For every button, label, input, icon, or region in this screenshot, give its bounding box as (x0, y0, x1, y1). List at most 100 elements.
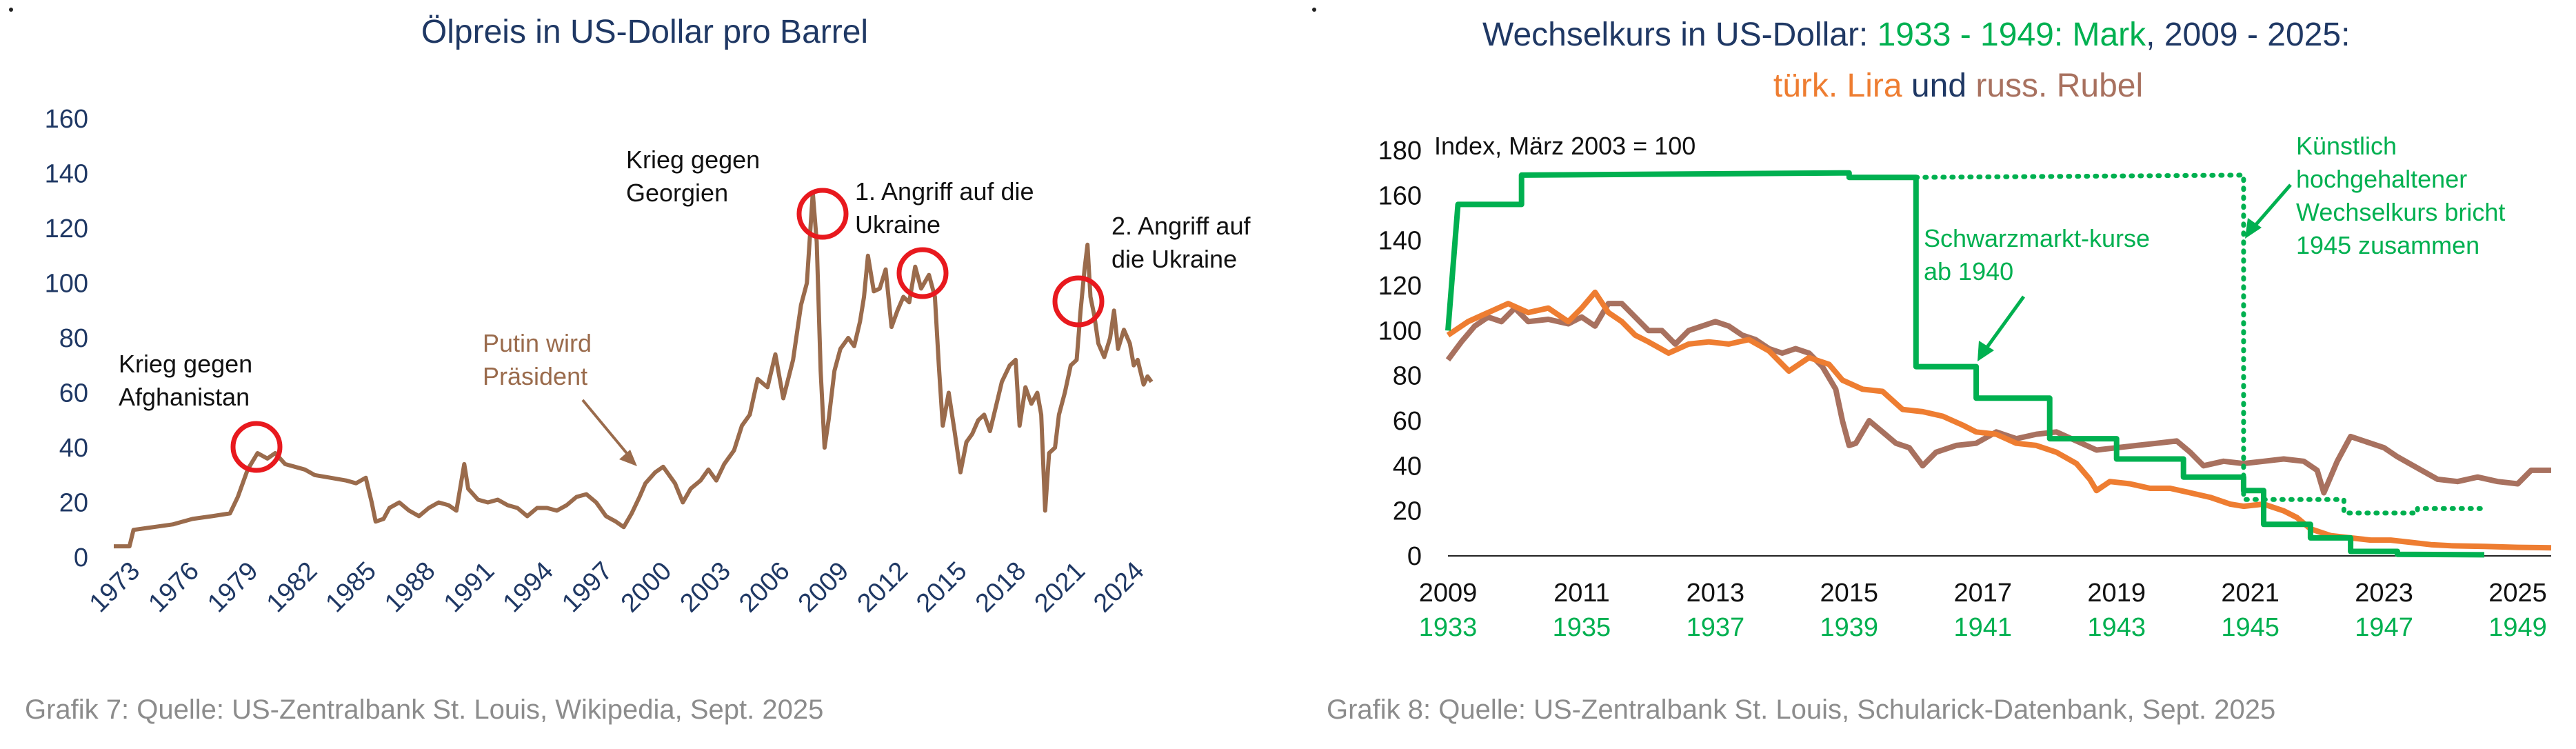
y-tick-label: 60 (1393, 407, 1422, 436)
annotation-ukraine1-line2: Ukraine (855, 210, 940, 239)
x-tick-label: 1973 (84, 557, 145, 618)
x-tick-label: 1985 (320, 557, 381, 618)
y-tick-label: 80 (1393, 362, 1422, 391)
x-tick-label: 2015 (1820, 579, 1879, 608)
x-tick-label: 2009 (1419, 579, 1478, 608)
fx-title-lira: türk. Lira (1773, 68, 1902, 104)
fx-title-part1: Wechselkurs in US-Dollar: (1482, 17, 1878, 53)
fx-x-axis: 2009 1933 2011 1935 2013 1937 2015 1939 2017 1941… (1419, 579, 2547, 642)
annotation-kuenstlich-line2: hochgehaltener (2296, 165, 2467, 193)
fx-chart-title: Wechselkurs in US-Dollar: 1933 - 1949: M… (1482, 17, 2350, 53)
x-tick-label-secondary: 1947 (2355, 613, 2413, 642)
y-tick-label: 0 (74, 543, 88, 572)
fx-series-line-0 (1445, 170, 2485, 558)
y-tick-label: 120 (1378, 272, 1422, 301)
fx-chart-caption: Grafik 8: Quelle: US-Zentralbank St. Lou… (1327, 695, 2275, 725)
x-tick-label: 2013 (1687, 579, 1745, 608)
x-tick-label: 2006 (734, 557, 795, 618)
exchange-rate-chart: Wechselkurs in US-Dollar: 1933 - 1949: M… (1327, 17, 2552, 725)
x-tick-label: 2017 (1953, 579, 2012, 608)
x-tick-label: 2023 (2355, 579, 2413, 608)
annotation-kuenstlich-line4: 1945 zusammen (2296, 231, 2479, 259)
y-tick-label: 140 (45, 160, 88, 189)
annotation-afghanistan-line1: Krieg gegen (119, 350, 252, 378)
highlight-circle-georgia (796, 188, 849, 240)
annotation-putin-line2: Präsident (483, 362, 587, 390)
y-tick-label: 160 (45, 105, 88, 134)
fx-series-line-2 (1446, 289, 2552, 551)
x-tick-label: 2000 (616, 557, 677, 618)
annotation-schwarzmarkt-line1: Schwarzmarkt-kurse (1924, 224, 2150, 252)
x-tick-label-secondary: 1949 (2488, 613, 2547, 642)
x-tick-label: 2024 (1088, 557, 1149, 618)
fx-chart-title-line2: türk. Lira und russ. Rubel (1773, 68, 2143, 104)
x-tick-label-secondary: 1935 (1553, 613, 1611, 642)
highlight-circle-ukraine-2 (1052, 275, 1105, 328)
y-tick-label: 100 (45, 270, 88, 299)
annotation-ukraine2-line2: die Ukraine (1111, 245, 1237, 273)
x-tick-label-secondary: 1933 (1419, 613, 1478, 642)
y-tick-label: 20 (1393, 497, 1422, 526)
highlight-circle-afghanistan (230, 421, 283, 473)
y-tick-label: 140 (1378, 227, 1422, 256)
fx-title-rubel: russ. Rubel (1975, 68, 2143, 104)
oil-chart-caption: Grafik 7: Quelle: US-Zentralbank St. Lou… (25, 695, 823, 725)
oil-x-axis: 1973197619791982198519881991199419972000… (84, 557, 1150, 618)
highlight-circle-ukraine-1 (896, 247, 949, 299)
annotation-schwarzmarkt-line2: ab 1940 (1924, 257, 2013, 286)
x-tick-label-secondary: 1937 (1687, 613, 1745, 642)
y-tick-label: 120 (45, 214, 88, 243)
annotation-afghanistan-line2: Afghanistan (119, 383, 250, 411)
fx-y-axis: 0 20 40 60 80 100 120 140 160 180 (1378, 137, 2551, 571)
fx-series-line-1 (1913, 172, 2487, 516)
annotation-schwarzmarkt-arrowhead (1978, 341, 1994, 361)
fx-series-line-3 (1445, 301, 2551, 496)
x-tick-label-secondary: 1941 (1953, 613, 2012, 642)
y-tick-label: 20 (59, 489, 88, 518)
fx-series (1445, 170, 2552, 558)
y-tick-label: 0 (1407, 542, 1422, 571)
x-tick-label: 2011 (1553, 579, 1610, 608)
annotation-putin-arrowhead (619, 450, 637, 466)
x-tick-label-secondary: 1945 (2221, 613, 2280, 642)
x-tick-label: 2009 (793, 557, 854, 618)
x-tick-label: 1991 (439, 557, 500, 618)
x-tick-label: 2021 (1029, 557, 1091, 618)
x-tick-label-secondary: 1939 (1820, 613, 1879, 642)
x-tick-label: 1976 (143, 557, 204, 618)
x-tick-label: 2015 (911, 557, 972, 618)
x-tick-label: 2025 (2488, 579, 2547, 608)
annotation-putin-arrow (581, 399, 634, 462)
fx-index-label: Index, März 2003 = 100 (1434, 132, 1695, 160)
fx-title-part3: , 2009 - 2025: (2146, 17, 2350, 53)
oil-chart-title: Ölpreis in US-Dollar pro Barrel (421, 14, 868, 50)
x-tick-label: 1994 (497, 557, 559, 618)
x-tick-label-secondary: 1943 (2087, 613, 2146, 642)
oil-price-series (114, 190, 1154, 549)
annotation-ukraine2-line1: 2. Angriff auf (1111, 212, 1251, 240)
annotation-ukraine1-line1: 1. Angriff auf die (855, 177, 1034, 206)
x-tick-label: 2003 (675, 557, 736, 618)
y-tick-label: 40 (59, 434, 88, 463)
annotation-kuenstlich-line1: Künstlich (2296, 132, 2397, 160)
annotation-georgia-line1: Krieg gegen (626, 146, 760, 174)
annotation-georgia-line2: Georgien (626, 179, 728, 207)
annotation-putin-line1: Putin wird (483, 329, 592, 357)
y-tick-label: 160 (1378, 181, 1422, 210)
fx-title-part2: 1933 - 1949: Mark (1878, 17, 2147, 53)
x-tick-label: 1997 (556, 557, 618, 618)
corner-dot (1312, 8, 1316, 12)
annotation-kuenstlich-arrowhead (2245, 218, 2262, 239)
x-tick-label: 1988 (379, 557, 441, 618)
x-tick-label: 2021 (2221, 579, 2280, 608)
y-tick-label: 80 (59, 324, 88, 353)
annotation-schwarzmarkt-arrow (1984, 295, 2026, 350)
y-tick-label: 180 (1378, 137, 1422, 166)
x-tick-label: 1979 (202, 557, 263, 618)
annotation-kuenstlich-line3: Wechselkurs bricht (2296, 198, 2505, 226)
oil-price-chart: Ölpreis in US-Dollar pro Barrel 0 20 40 60 8… (25, 14, 1251, 725)
y-tick-label: 100 (1378, 317, 1422, 346)
y-tick-label: 60 (59, 379, 88, 408)
oil-price-line (114, 190, 1154, 549)
